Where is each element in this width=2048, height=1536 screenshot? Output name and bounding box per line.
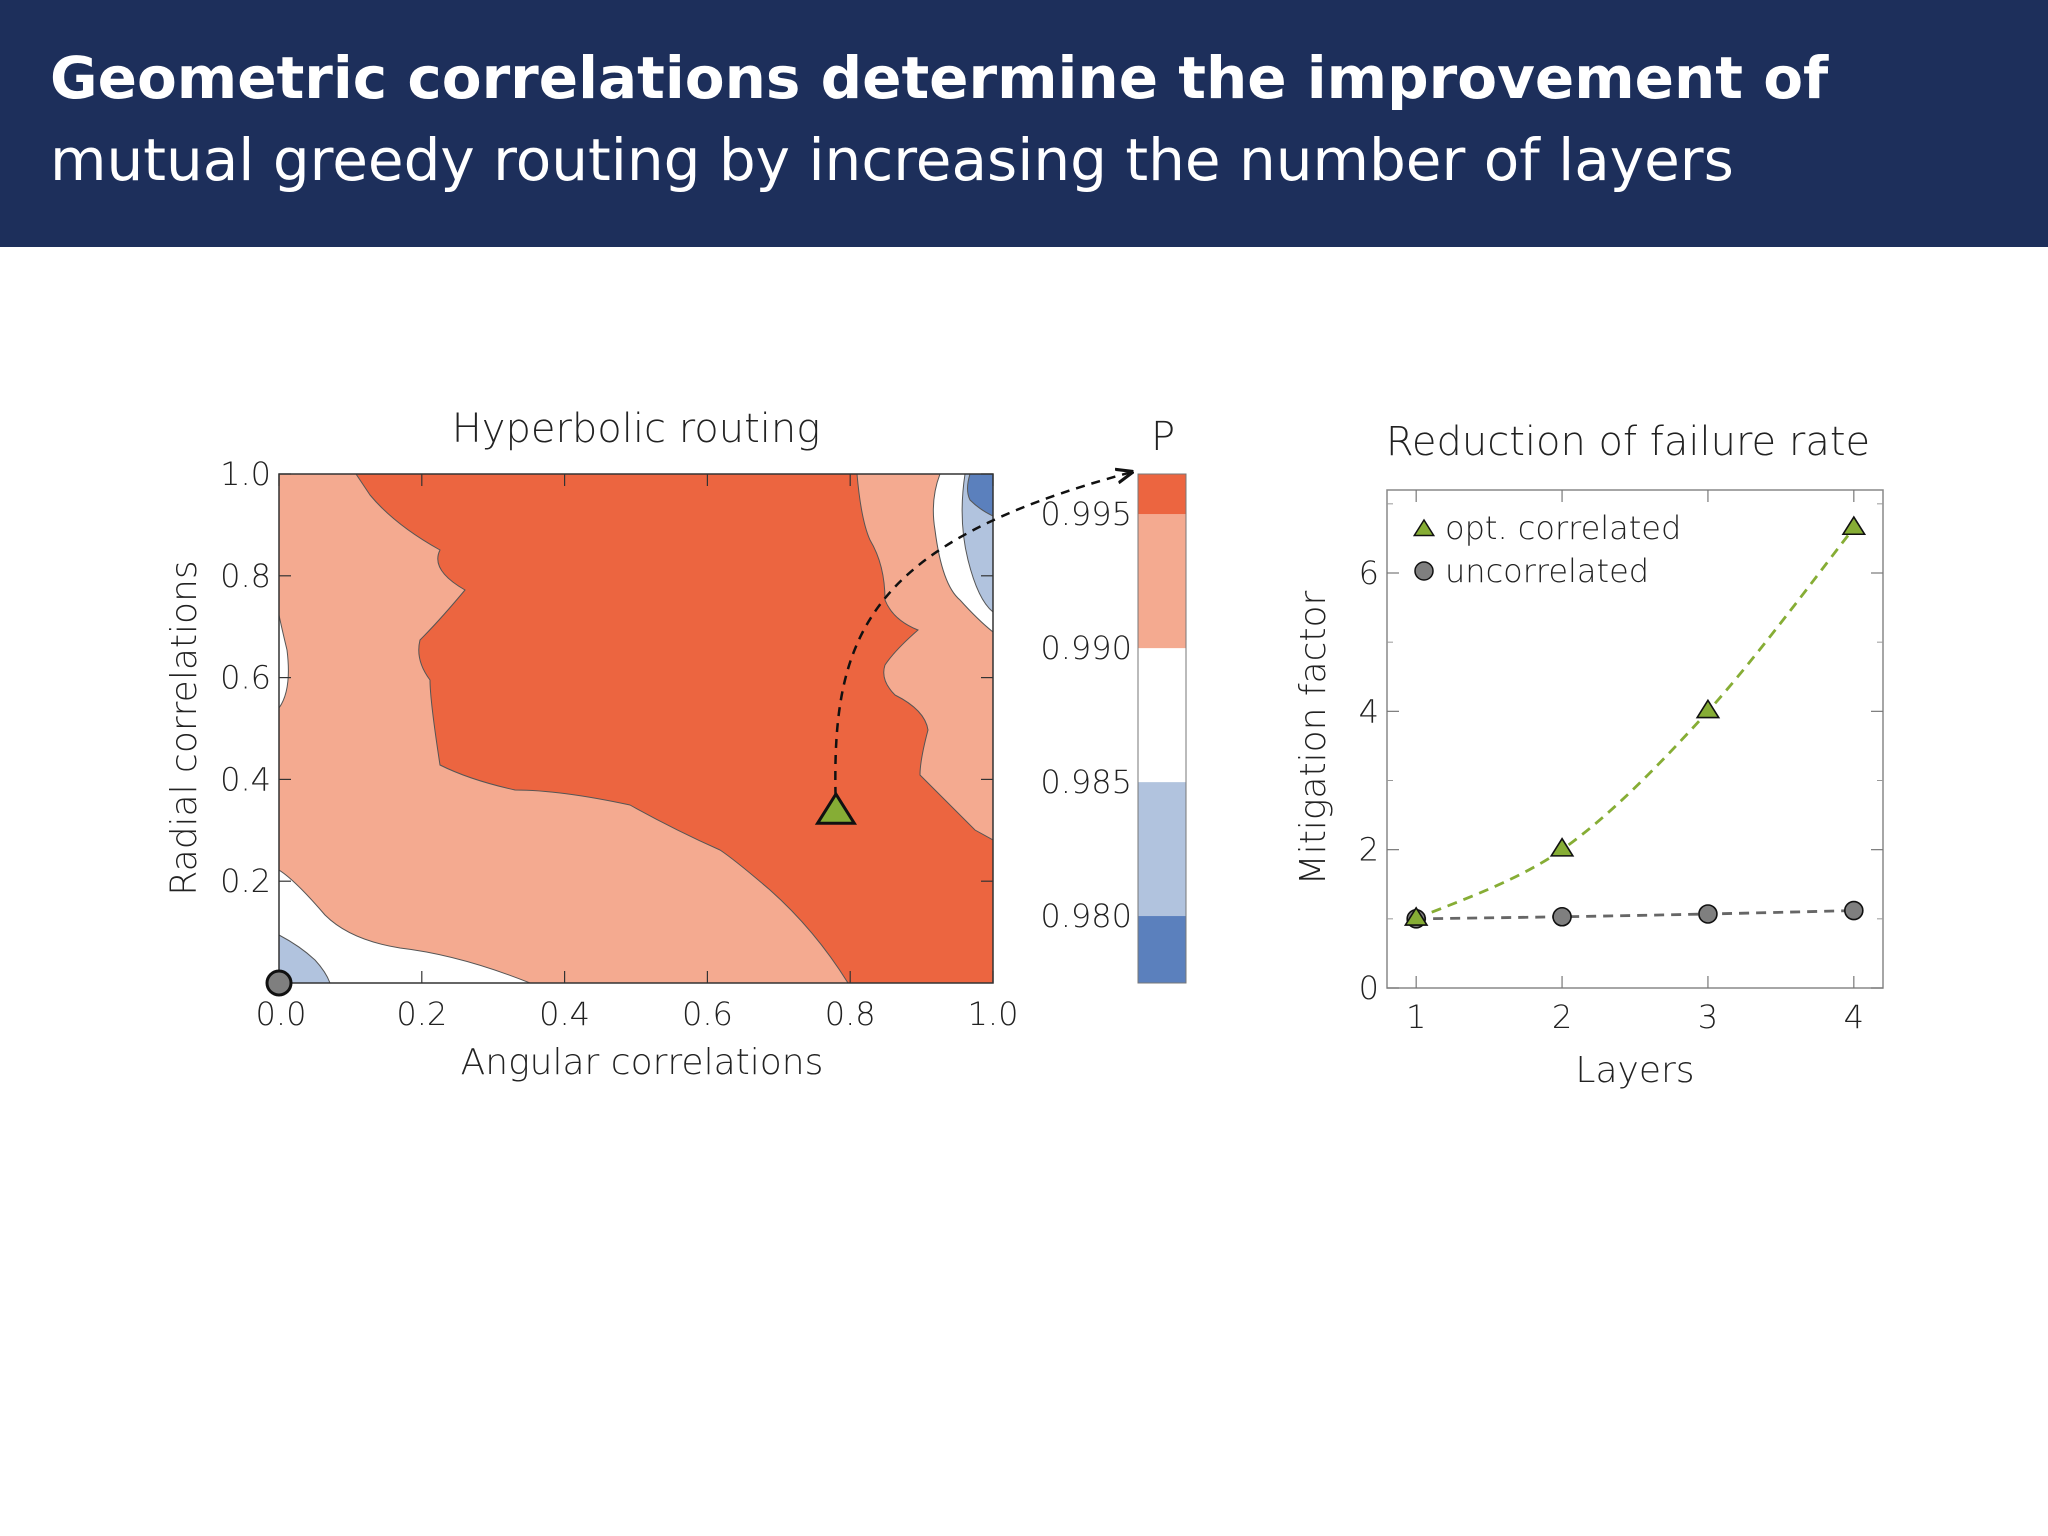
- colorbar-tick-labels: 0.980 0.985 0.990 0.995: [1040, 495, 1132, 935]
- colorbar-band: [1138, 782, 1186, 917]
- contour-ytick-label: 0.6: [220, 659, 271, 697]
- line-ytick-label: 4: [1359, 692, 1379, 730]
- colorbar-tick-label: 0.990: [1040, 629, 1132, 667]
- contour-tick-labels: 0.0 0.2 0.4 0.6 0.8 1.0 0.2 0.4 0.6 0.8 1.0: [220, 455, 1018, 1033]
- line-legend: opt. correlated uncorrelated: [1412, 509, 1681, 590]
- contour-panel: Hyperbolic routing 0.0 0.2 0.4 0.6 0.8 1.0 0.2…: [164, 406, 1132, 1083]
- contour-xtick-label: 0.2: [396, 995, 447, 1033]
- legend-marker-circle: [1414, 561, 1434, 581]
- title-banner: Geometric correlations determine the imp…: [0, 0, 2048, 247]
- contour-region-orange: [355, 474, 993, 983]
- line-point-uncorrelated: [1552, 906, 1572, 927]
- line-ytick-label: 0: [1359, 969, 1379, 1007]
- line-point-opt-correlated: [1695, 698, 1721, 719]
- title-line-1: Geometric correlations determine the imp…: [50, 44, 1829, 112]
- line-panel: Reduction of failure rate 1 2 3 4 0 2 4 6 opt. …: [1293, 419, 1884, 1091]
- contour-title: Hyperbolic routing: [452, 406, 821, 452]
- contour-region-blue-corner: [279, 934, 331, 983]
- contour-ticks: [278, 473, 994, 983]
- legend-label: opt. correlated: [1445, 509, 1681, 547]
- title-line-2: mutual greedy routing by increasing the …: [50, 126, 1734, 194]
- contour-markers: [265, 791, 857, 997]
- colorbar-tick-label: 0.980: [1040, 897, 1132, 935]
- line-series-fit-0: [1415, 527, 1855, 921]
- line-xtick-label: 3: [1698, 998, 1718, 1036]
- colorbar-bands: [1138, 474, 1186, 983]
- line-title: Reduction of failure rate: [1386, 419, 1870, 465]
- contour-region-dark-top-right: [967, 474, 993, 517]
- contour-xtick-label: 0.4: [539, 995, 590, 1033]
- colorbar: P 0.980 0.985 0.990 0.995: [1040, 414, 1187, 984]
- line-point-uncorrelated: [1698, 904, 1718, 924]
- line-ticks: [1387, 490, 1883, 989]
- colorbar-tick-label: 0.985: [1040, 763, 1132, 801]
- line-point-opt-correlated: [1549, 837, 1575, 857]
- arrow-to-colorbar: [834, 472, 1132, 813]
- figure: Hyperbolic routing 0.0 0.2 0.4 0.6 0.8 1.0 0.2…: [164, 406, 1884, 1091]
- contour-ytick-label: 1.0: [220, 455, 271, 493]
- line-frame: [1386, 489, 1884, 989]
- legend-marker-triangle: [1412, 518, 1436, 537]
- line-point-uncorrelated: [1844, 900, 1864, 921]
- contour-plot-area: [279, 474, 993, 983]
- contour-ytick-label: 0.8: [220, 557, 271, 595]
- line-ylabel: Mitigation factor: [1293, 590, 1334, 885]
- legend-label: uncorrelated: [1445, 552, 1649, 590]
- line-xtick-label: 2: [1552, 998, 1572, 1036]
- line-tick-labels: 1 2 3 4 0 2 4 6: [1359, 554, 1864, 1036]
- line-point-opt-correlated: [1403, 906, 1429, 926]
- line-ytick-label: 6: [1359, 554, 1379, 592]
- contour-xtick-label: 0.8: [825, 995, 876, 1033]
- colorbar-band: [1138, 916, 1186, 983]
- colorbar-band: [1138, 514, 1186, 649]
- line-xtick-label: 4: [1844, 998, 1864, 1036]
- line-xtick-label: 1: [1406, 998, 1426, 1036]
- colorbar-frame: [1137, 473, 1187, 984]
- line-xlabel: Layers: [1575, 1050, 1694, 1091]
- contour-ytick-label: 0.4: [220, 760, 271, 798]
- colorbar-tick-label: 0.995: [1040, 495, 1132, 533]
- contour-xtick-label: 1.0: [968, 995, 1019, 1033]
- contour-xtick-label: 0.0: [256, 995, 307, 1033]
- marker-uncorrelated-circle: [265, 969, 293, 997]
- colorbar-band: [1138, 474, 1186, 515]
- line-series: [1403, 515, 1867, 929]
- marker-optimal-triangle: [814, 791, 857, 825]
- contour-xtick-label: 0.6: [682, 995, 733, 1033]
- contour-frame: [278, 473, 994, 984]
- contour-ytick-label: 0.2: [220, 862, 271, 900]
- contour-ylabel: Radial correlations: [164, 560, 205, 895]
- contour-xlabel: Angular correlations: [461, 1042, 824, 1083]
- colorbar-label: P: [1151, 414, 1175, 460]
- line-ytick-label: 2: [1359, 831, 1379, 869]
- colorbar-band: [1138, 648, 1186, 783]
- line-point-opt-correlated: [1841, 515, 1867, 536]
